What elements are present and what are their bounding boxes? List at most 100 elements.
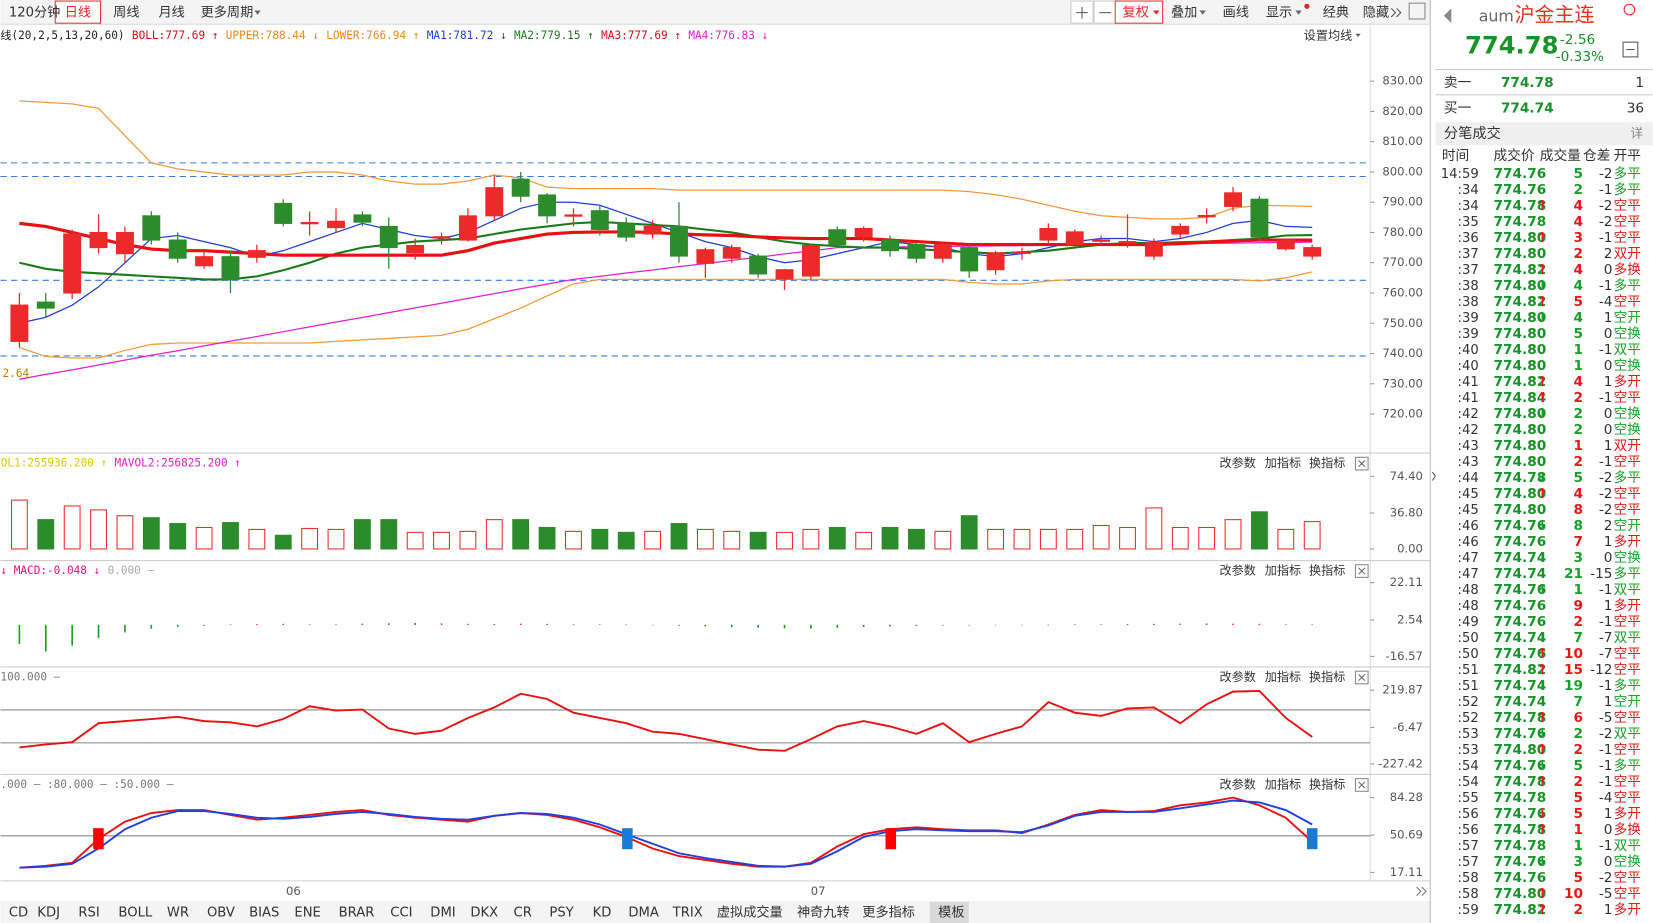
- trade-type: 空平: [1614, 454, 1641, 470]
- ma-setting[interactable]: 设置均线: [1304, 28, 1352, 42]
- collapse-icon[interactable]: [1431, 471, 1437, 481]
- trade-volume: 2: [1573, 774, 1583, 790]
- trade-time: :51: [1458, 679, 1479, 694]
- tool[interactable]: 经典: [1323, 5, 1349, 21]
- line: [19, 221, 1313, 257]
- tool[interactable]: 复权: [1123, 4, 1149, 21]
- volume-bar: [301, 527, 319, 550]
- trade-type: 空平: [1614, 774, 1641, 790]
- indicator-tab[interactable]: KD: [593, 905, 612, 920]
- chevron[interactable]: [1416, 886, 1427, 896]
- indicator-tab[interactable]: 虚拟成交量: [717, 903, 783, 920]
- tool[interactable]: 画线: [1223, 5, 1249, 21]
- candle-body: [538, 194, 557, 217]
- tool[interactable]: 叠加: [1171, 5, 1197, 21]
- trade-time: :45: [1458, 487, 1479, 502]
- period[interactable]: 120分钟: [9, 4, 60, 21]
- tool[interactable]: 显示: [1266, 6, 1292, 21]
- minimize[interactable]: [1622, 41, 1639, 58]
- indicator-tab[interactable]: PSY: [549, 905, 574, 920]
- volume-bar: [591, 528, 609, 550]
- trade-arrow: ↓: [1537, 726, 1548, 742]
- indicator-tab[interactable]: CD: [9, 905, 28, 920]
- prev-icon[interactable]: [1443, 8, 1452, 24]
- trade-type: 多平: [1614, 565, 1641, 582]
- trade-arrow: ↓: [1537, 550, 1548, 566]
- macd-bar: [599, 624, 601, 625]
- trade-type: 空平: [1614, 486, 1641, 502]
- indicator-tab[interactable]: 更多指标: [862, 903, 915, 920]
- detail-link[interactable]: 详: [1630, 125, 1643, 140]
- trade-oi: -2: [1599, 166, 1613, 182]
- fq-button[interactable]: [1114, 0, 1164, 24]
- period[interactable]: 更多周期: [201, 4, 254, 21]
- indicator-tab[interactable]: KDJ: [37, 905, 60, 920]
- indicator-tab[interactable]: BIAS: [249, 905, 279, 920]
- trade-price: 774.80: [1493, 742, 1546, 758]
- panel-button[interactable]: 换指标: [1309, 776, 1345, 791]
- candle-body: [458, 215, 477, 241]
- period[interactable]: 月线: [158, 5, 184, 21]
- y-tick-label: 720.00: [1382, 407, 1423, 421]
- macd-bar: [493, 624, 496, 625]
- indicator-tab[interactable]: OBV: [207, 905, 235, 920]
- macd-bar: [414, 623, 416, 625]
- panel-button[interactable]: 换指标: [1309, 563, 1345, 578]
- panel-button[interactable]: 改参数: [1220, 455, 1256, 470]
- volume-bar: [248, 528, 266, 550]
- trade-oi: -1: [1599, 678, 1613, 694]
- candle-body: [828, 229, 847, 246]
- indicator-tab[interactable]: DMI: [430, 905, 455, 920]
- indicator-tab[interactable]: CR: [514, 905, 532, 920]
- trade-arrow: ↓: [1537, 630, 1548, 646]
- indicator-tab[interactable]: CCI: [390, 905, 412, 920]
- indicator-tab[interactable]: DMA: [628, 905, 658, 920]
- indicator-tab[interactable]: WR: [167, 905, 189, 920]
- trade-type: 多换: [1614, 261, 1642, 278]
- trade-volume: 4: [1573, 262, 1583, 278]
- indicator-tab[interactable]: BRAR: [339, 905, 375, 920]
- candle-body: [960, 247, 979, 272]
- column-header: 成交价: [1493, 147, 1534, 164]
- period[interactable]: 周线: [113, 5, 139, 21]
- ask-price: 774.78: [1501, 75, 1554, 91]
- trade-price: 774.76: [1493, 726, 1546, 742]
- indicator-tab[interactable]: RSI: [78, 905, 99, 920]
- panel-button[interactable]: 改参数: [1220, 776, 1256, 791]
- indicator-tab[interactable]: TRIX: [672, 905, 703, 920]
- indicator-tab[interactable]: 模板: [938, 904, 964, 920]
- panel-button[interactable]: 加指标: [1265, 776, 1301, 791]
- indicator-tab[interactable]: BOLL: [118, 905, 152, 920]
- indicator-tab[interactable]: DKX: [470, 905, 498, 920]
- macd-bar: [1021, 624, 1023, 626]
- tool[interactable]: 隐藏: [1363, 5, 1389, 21]
- trade-time: :54: [1458, 759, 1479, 774]
- trade-time: :38: [1458, 295, 1479, 310]
- line: [19, 799, 1313, 869]
- indicator-tab[interactable]: 神奇九转: [797, 903, 850, 920]
- panel-button[interactable]: 加指标: [1265, 669, 1301, 684]
- period[interactable]: 日线: [65, 5, 91, 21]
- date-label: 06: [286, 884, 301, 898]
- indicator-tab[interactable]: ENE: [294, 905, 320, 920]
- panel-button[interactable]: 换指标: [1309, 455, 1345, 470]
- panel-button[interactable]: 换指标: [1309, 669, 1345, 684]
- trade-price: 774.80: [1493, 326, 1546, 342]
- trade-oi: 0: [1604, 550, 1613, 566]
- panel-button[interactable]: 改参数: [1220, 669, 1256, 684]
- trade-volume: 10: [1564, 646, 1583, 662]
- macd-bar: [1311, 624, 1313, 625]
- trade-arrow: ↓: [1537, 806, 1548, 822]
- trade-type: 空换: [1614, 357, 1642, 374]
- trade-time: :53: [1458, 743, 1479, 758]
- dropdown-icon: [1295, 10, 1302, 15]
- panel-button[interactable]: 加指标: [1265, 455, 1301, 470]
- date-label: 07: [811, 884, 826, 898]
- fullscreen[interactable]: [1408, 2, 1426, 20]
- trade-type: 双平: [1614, 582, 1641, 598]
- panel-button[interactable]: 改参数: [1220, 563, 1256, 578]
- panel: VOL1:255936.200 ↑ MAVOL2:256825.200 ↑ 改参数加…: [0, 455, 1423, 555]
- panel-button[interactable]: 加指标: [1265, 563, 1301, 578]
- trade-volume: 2: [1573, 422, 1583, 438]
- zoom-out[interactable]: [1093, 0, 1117, 24]
